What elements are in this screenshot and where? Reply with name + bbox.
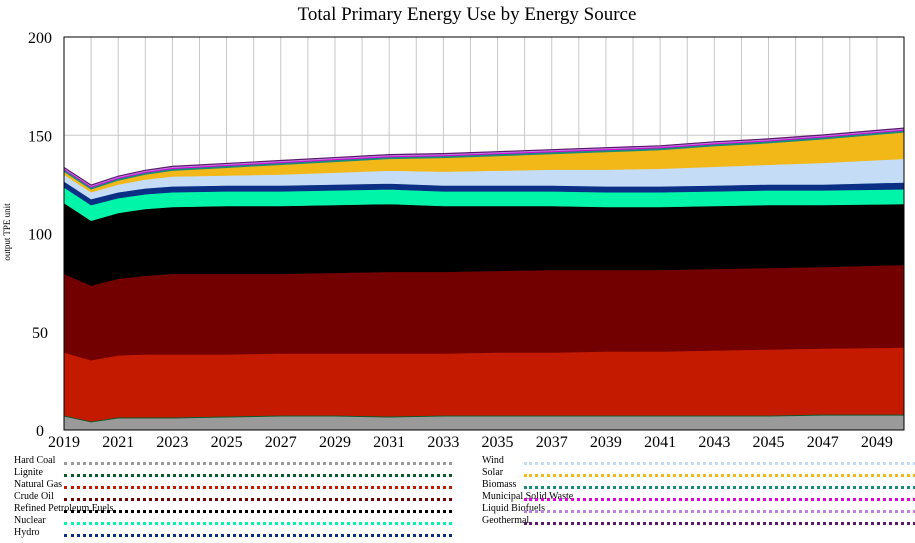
legend-label: Solar: [482, 467, 504, 478]
legend-swatch: [64, 522, 452, 525]
legend-swatch: [524, 486, 915, 489]
y-tick-label: 100: [28, 227, 52, 244]
legend-swatch: [524, 510, 915, 513]
legend-item-hydro: Hydro: [14, 527, 452, 539]
legend-item-refined-petroleum-fuels: Refined Petroleum Fuels: [14, 503, 452, 515]
legend-swatch: [64, 486, 452, 489]
stacked-areas: [63, 127, 905, 431]
legend-swatch: [64, 498, 452, 501]
x-tick-label: 2025: [211, 434, 243, 451]
y-tick-label: 200: [28, 30, 52, 47]
legend-item-hard-coal: Hard Coal: [14, 455, 452, 467]
x-tick-label: 2027: [265, 434, 297, 451]
legend-item-lignite: Lignite: [14, 467, 452, 479]
legend-swatch: [64, 534, 452, 537]
legend-swatch: [524, 498, 915, 501]
legend-label: Crude Oil: [14, 491, 54, 502]
x-tick-label: 2037: [536, 434, 568, 451]
x-tick-label: 2041: [644, 434, 676, 451]
y-tick-label: 50: [32, 325, 48, 342]
legend-label: Hard Coal: [14, 455, 56, 466]
legend-swatch: [64, 510, 452, 513]
x-axis-ticks: 2019 2021 2023 2025 2027 2029 2031 2033 2035 2037…: [48, 434, 893, 451]
legend-label: Hydro: [14, 527, 40, 538]
x-tick-label: 2031: [373, 434, 405, 451]
x-tick-label: 2021: [102, 434, 134, 451]
legend-item-natural-gas: Natural Gas: [14, 479, 452, 491]
legend-swatch: [64, 462, 452, 465]
legend-item-solar: Solar: [482, 467, 915, 479]
y-axis-label: output TPE unit: [2, 203, 12, 261]
legend-item-geothermal: Geothermal: [482, 515, 915, 527]
legend-swatch: [524, 462, 915, 465]
legend-item-municipal-solid-waste: Municipal Solid Waste: [482, 491, 915, 503]
y-axis-ticks: 0 50 100 150 200: [28, 30, 52, 440]
legend-label: Lignite: [14, 467, 43, 478]
legend-item-nuclear: Nuclear: [14, 515, 452, 527]
x-tick-label: 2049: [861, 434, 893, 451]
x-tick-label: 2029: [319, 434, 351, 451]
legend-swatch: [524, 522, 915, 525]
legend-swatch: [524, 474, 915, 477]
y-tick-label: 0: [36, 423, 44, 440]
x-tick-label: 2043: [698, 434, 730, 451]
area-natural-gas: [63, 347, 905, 422]
x-tick-label: 2039: [590, 434, 622, 451]
area-crude-oil: [63, 264, 905, 361]
chart-title: Total Primary Energy Use by Energy Sourc…: [298, 4, 637, 25]
legend-label: Geothermal: [482, 515, 530, 526]
legend-label: Biomass: [482, 479, 517, 490]
y-tick-label: 150: [28, 128, 52, 145]
legend-item-wind: Wind: [482, 455, 915, 467]
legend-item-liquid-biofuels: Liquid Biofuels: [482, 503, 915, 515]
x-tick-label: 2045: [753, 434, 785, 451]
legend-label: Municipal Solid Waste: [482, 491, 574, 502]
legend-label: Nuclear: [14, 515, 46, 526]
legend-label: Natural Gas: [14, 479, 63, 490]
x-tick-label: 2023: [156, 434, 188, 451]
plot-frame: [63, 36, 905, 431]
x-tick-label: 2033: [427, 434, 459, 451]
legend-item-biomass: Biomass: [482, 479, 915, 491]
legend-label: Liquid Biofuels: [482, 503, 546, 514]
legend-label: Refined Petroleum Fuels: [14, 503, 114, 514]
legend-item-crude-oil: Crude Oil: [14, 491, 452, 503]
legend-swatch: [64, 474, 452, 477]
x-tick-label: 2047: [807, 434, 839, 451]
x-tick-label: 2019: [48, 434, 80, 451]
legend-label: Wind: [482, 455, 504, 466]
x-tick-label: 2035: [482, 434, 514, 451]
